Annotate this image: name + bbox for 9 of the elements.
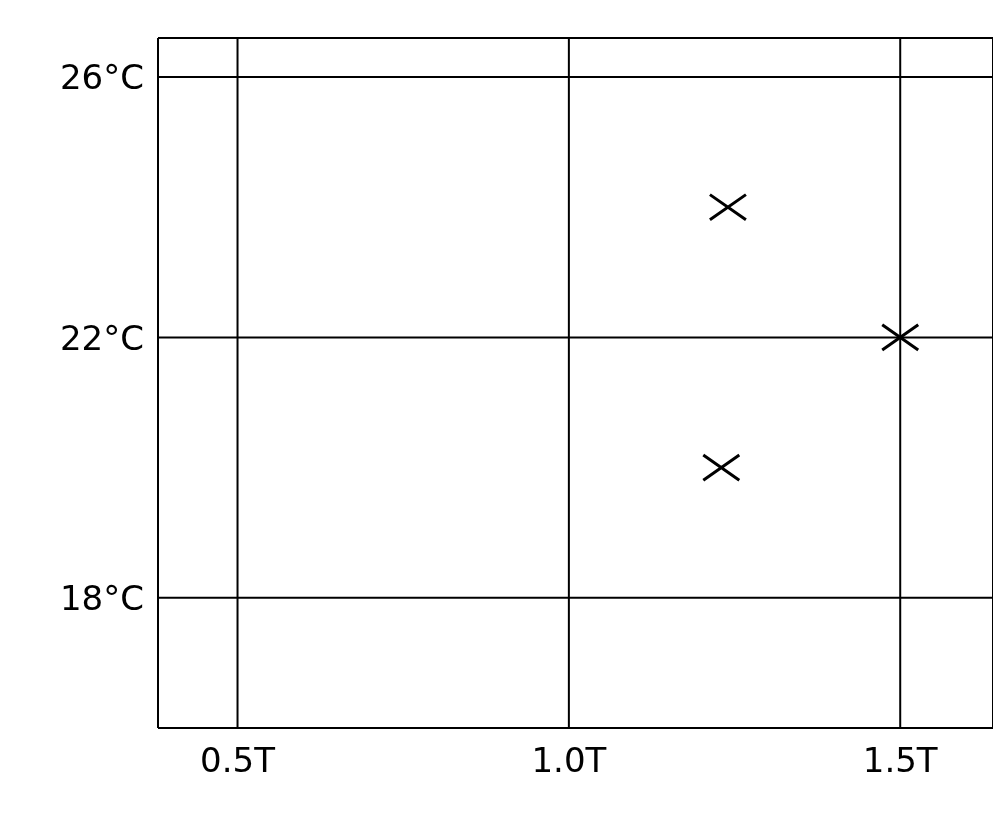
y-tick-label: 18°C — [59, 577, 144, 618]
x-tick-label: 0.5T — [200, 740, 276, 781]
point — [708, 193, 748, 222]
y-tick-label: 22°C — [59, 317, 144, 358]
x-tick-label: 1.0T — [531, 740, 607, 781]
x-tick-label: 1.5T — [862, 740, 938, 781]
y-tick-label: 26°C — [59, 57, 144, 98]
point — [701, 453, 741, 482]
point — [880, 323, 920, 352]
